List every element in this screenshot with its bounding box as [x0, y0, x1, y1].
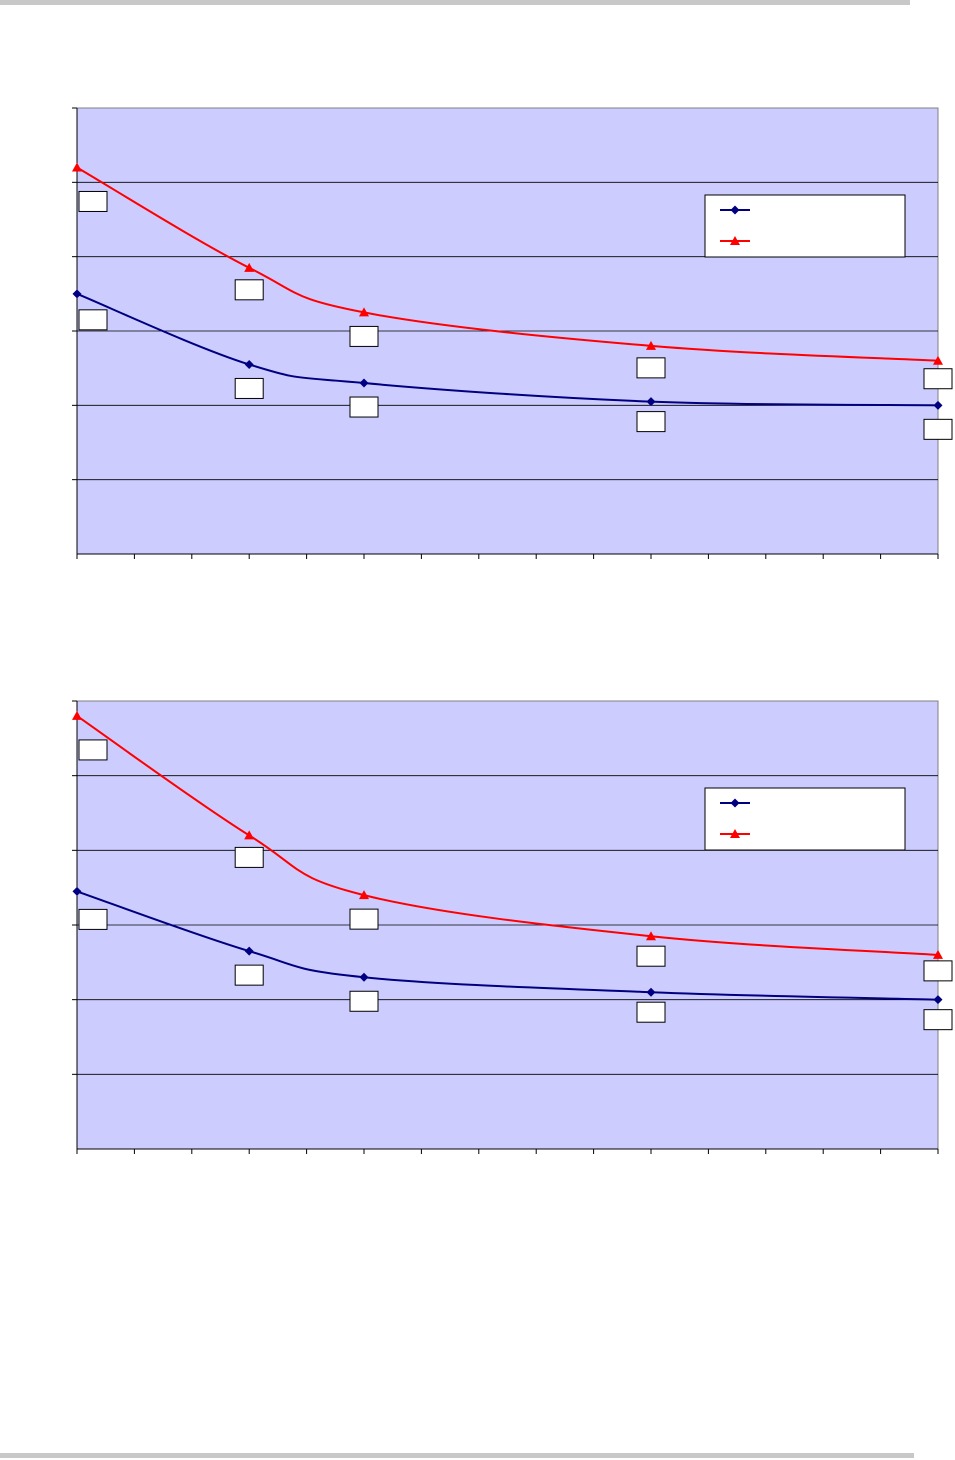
data-point-2-5: [933, 949, 943, 959]
series-line-1: [76, 890, 939, 1001]
data-point-1-5: [933, 995, 943, 1005]
data-point-2-1: [72, 710, 82, 720]
series-line-2: [76, 166, 939, 362]
line-chart-bottom: [72, 700, 953, 1154]
data-label-box: [78, 190, 108, 212]
data-point-2-3: [359, 307, 369, 317]
data-label-box: [349, 325, 379, 347]
data-point-2-4: [646, 340, 656, 350]
data-point-1-5: [933, 400, 943, 410]
data-point-1-1: [72, 886, 82, 896]
data-label-box: [923, 960, 953, 982]
data-label-box: [234, 377, 264, 399]
data-label-box: [234, 846, 264, 868]
line-chart-top: [72, 107, 953, 559]
data-label-box: [923, 418, 953, 440]
data-label-box: [923, 368, 953, 390]
data-point-1-2: [244, 946, 254, 956]
data-label-box: [349, 990, 379, 1012]
data-label-box: [234, 279, 264, 301]
data-point-1-4: [646, 397, 656, 407]
data-point-1-2: [244, 359, 254, 369]
legend-marker-1: [730, 798, 740, 808]
data-label-box: [636, 1001, 666, 1023]
legend-marker-1: [730, 205, 740, 215]
footer-rule: [0, 1453, 914, 1458]
data-point-1-3: [359, 378, 369, 388]
header-rule: [0, 0, 910, 5]
data-label-box: [636, 411, 666, 433]
legend-marker-2: [730, 236, 740, 245]
data-label-box: [349, 908, 379, 930]
data-label-box: [923, 1009, 953, 1031]
series-line-1: [76, 292, 939, 407]
data-point-2-1: [72, 162, 82, 172]
data-point-2-2: [244, 262, 255, 272]
data-label-box: [636, 945, 666, 967]
data-point-2-5: [933, 355, 943, 365]
data-point-1-1: [72, 289, 82, 299]
data-label-box: [78, 309, 108, 331]
data-label-box: [78, 739, 108, 761]
legend: [704, 787, 906, 851]
data-point-2-3: [359, 890, 369, 900]
data-point-1-3: [359, 972, 369, 982]
data-label-box: [636, 357, 666, 379]
data-label-box: [234, 964, 264, 986]
legend-marker-2: [730, 829, 740, 838]
data-label-box: [78, 908, 108, 930]
data-label-box: [349, 396, 379, 418]
data-point-2-2: [244, 830, 255, 840]
data-point-2-4: [646, 931, 656, 941]
data-point-1-4: [646, 987, 656, 997]
series-line-2: [76, 715, 939, 956]
legend: [704, 194, 906, 258]
